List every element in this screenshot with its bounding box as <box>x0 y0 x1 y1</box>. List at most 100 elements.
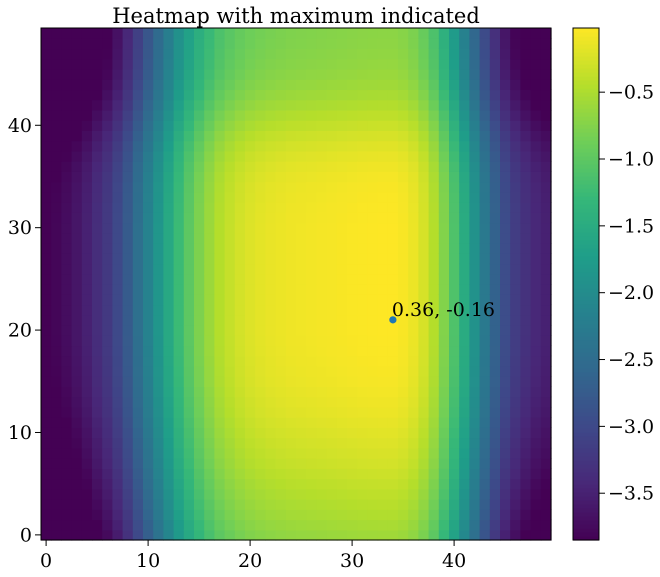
heatmap-cell <box>326 335 338 347</box>
heatmap-cell <box>367 386 379 398</box>
heatmap-cell <box>500 294 511 306</box>
heatmap-cell <box>194 38 205 50</box>
heatmap-cell <box>520 120 532 131</box>
colorbar-segment <box>573 524 599 529</box>
heatmap-cell <box>265 212 277 224</box>
heatmap-cell <box>459 499 470 510</box>
heatmap-cell <box>92 161 103 172</box>
heatmap-cell <box>234 447 246 459</box>
heatmap-cell <box>479 140 491 152</box>
heatmap-cell <box>132 427 144 439</box>
heatmap-cell <box>214 79 226 91</box>
heatmap-cell <box>112 243 124 254</box>
heatmap-cell <box>173 273 185 285</box>
heatmap-cell <box>285 222 297 234</box>
heatmap-cell <box>500 202 511 213</box>
heatmap-cell <box>41 529 52 541</box>
heatmap-cell <box>418 437 430 449</box>
heatmap-cell <box>163 48 175 60</box>
heatmap-cell <box>41 365 52 377</box>
heatmap-cell <box>469 253 481 265</box>
heatmap-cell <box>255 386 266 398</box>
heatmap-cell <box>530 130 542 142</box>
heatmap-cell <box>367 417 379 428</box>
heatmap-cell <box>530 519 542 531</box>
heatmap-cell <box>275 345 287 357</box>
heatmap-cell <box>336 284 348 295</box>
heatmap-cell <box>245 468 256 480</box>
heatmap-cell <box>469 273 481 285</box>
heatmap-cell <box>489 437 501 449</box>
heatmap-cell <box>459 222 470 234</box>
heatmap-cell <box>275 529 287 541</box>
heatmap-cell <box>367 294 379 306</box>
heatmap-cell <box>418 232 430 244</box>
heatmap-cell <box>540 253 552 265</box>
heatmap-cell <box>285 294 297 306</box>
heatmap-cell <box>143 222 154 234</box>
colorbar-segment <box>573 228 599 233</box>
heatmap-cell <box>479 161 491 172</box>
heatmap-cell <box>143 130 154 142</box>
heatmap-cell <box>418 140 430 152</box>
heatmap-cell <box>316 202 328 213</box>
heatmap-cell <box>194 427 205 439</box>
heatmap-cell <box>204 28 215 39</box>
heatmap-cell <box>183 304 195 316</box>
heatmap-cell <box>438 304 450 316</box>
heatmap-cell <box>255 243 266 254</box>
heatmap-cell <box>143 232 154 244</box>
heatmap-cell <box>387 376 399 387</box>
colorbar-segment <box>573 412 599 417</box>
heatmap-cell <box>285 130 297 142</box>
heatmap-cell <box>285 437 297 449</box>
heatmap-cell <box>438 263 450 275</box>
heatmap-cell <box>102 99 113 111</box>
heatmap-cell <box>418 499 430 510</box>
heatmap-cell <box>245 150 256 162</box>
heatmap-cell <box>438 478 450 490</box>
heatmap-cell <box>540 273 552 285</box>
heatmap-cell <box>285 345 297 357</box>
heatmap-cell <box>489 99 501 111</box>
heatmap-cell <box>316 488 328 500</box>
heatmap-cell <box>438 447 450 459</box>
heatmap-cell <box>224 499 236 510</box>
heatmap-cell <box>51 171 62 183</box>
colorbar-segment <box>573 384 599 389</box>
heatmap-cell <box>336 202 348 213</box>
heatmap-cell <box>530 171 542 183</box>
heatmap-cell <box>234 468 246 480</box>
heatmap-cell <box>234 68 246 80</box>
heatmap-cell <box>275 304 287 316</box>
heatmap-cell <box>81 99 93 111</box>
colorbar-segment <box>573 488 599 493</box>
heatmap-cell <box>214 120 226 131</box>
heatmap-cell <box>275 161 287 172</box>
heatmap-cell <box>510 437 521 449</box>
heatmap-cell <box>92 273 103 285</box>
heatmap-cell <box>234 161 246 172</box>
colorbar-segment <box>573 352 599 357</box>
heatmap-cell <box>102 376 113 387</box>
heatmap-cell <box>377 458 389 469</box>
heatmap-cell <box>367 243 379 254</box>
heatmap-cell <box>41 304 52 316</box>
heatmap-cell <box>143 396 154 408</box>
heatmap-cell <box>387 140 399 152</box>
heatmap-cell <box>500 447 511 459</box>
heatmap-cell <box>530 529 542 541</box>
heatmap-cell <box>112 519 124 531</box>
heatmap-cell <box>275 519 287 531</box>
heatmap-cell <box>428 386 440 398</box>
heatmap-cell <box>183 499 195 510</box>
heatmap-cell <box>183 28 195 39</box>
heatmap-cell <box>61 161 73 172</box>
heatmap-cell <box>530 253 542 265</box>
heatmap-cell <box>408 161 419 172</box>
heatmap-cell <box>61 529 73 541</box>
heatmap-cell <box>489 365 501 377</box>
heatmap-cell <box>51 488 62 500</box>
heatmap-cell <box>214 140 226 152</box>
heatmap-cell <box>51 519 62 531</box>
